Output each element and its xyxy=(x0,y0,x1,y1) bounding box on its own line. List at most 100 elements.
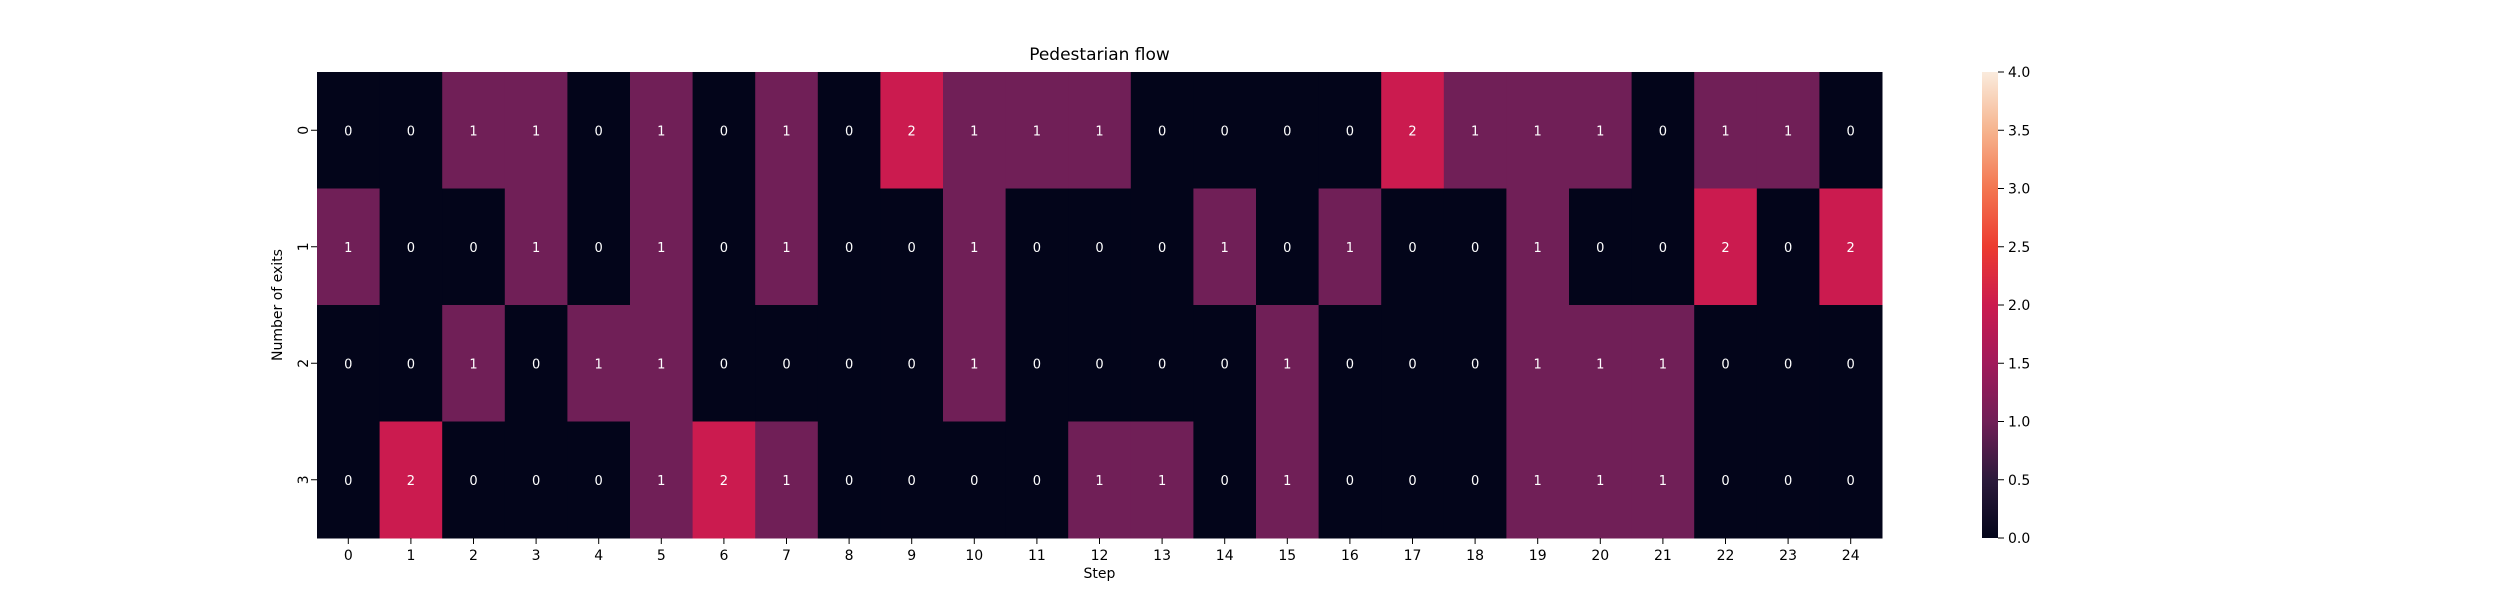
heatmap-cell xyxy=(504,72,568,189)
cell-value-label: 0 xyxy=(1033,241,1041,256)
heatmap-cell xyxy=(1694,188,1758,306)
cell-value-label: 1 xyxy=(1221,241,1229,256)
cell-value-label: 1 xyxy=(782,474,790,489)
cell-value-label: 0 xyxy=(720,241,728,256)
heatmap-cell xyxy=(1256,188,1320,306)
heatmap-cell xyxy=(504,305,568,422)
heatmap-cell xyxy=(1130,72,1194,189)
x-tick-label: 4 xyxy=(594,548,603,564)
heatmap-cell xyxy=(1631,188,1695,306)
heatmap-cell xyxy=(880,72,944,189)
heatmap-cell xyxy=(1569,72,1633,189)
colorbar-ticks: 0.0 0.5 1.0 1.5 2.0 2.5 3.0 3.5 4.0 xyxy=(1998,65,2030,547)
cell-value-label: 0 xyxy=(595,474,603,489)
heatmap-cell xyxy=(1256,72,1320,189)
cell-value-label: 1 xyxy=(782,124,790,139)
y-axis-label: Number of exits xyxy=(270,249,286,361)
heatmap-cell xyxy=(1756,421,1820,539)
heatmap-cell xyxy=(1819,188,1883,306)
cell-value-label: 0 xyxy=(720,357,728,372)
colorbar-tick-label: 4.0 xyxy=(2008,65,2030,81)
heatmap-cell xyxy=(567,188,631,306)
heatmap-cell xyxy=(880,305,944,422)
heatmap-cell xyxy=(943,188,1007,306)
heatmap-cell xyxy=(1256,421,1320,539)
cell-value-label: 2 xyxy=(908,124,916,139)
cell-value-label: 0 xyxy=(1408,474,1416,489)
heatmap-cell xyxy=(1193,72,1257,189)
cell-value-label: 0 xyxy=(344,124,352,139)
cell-value-label: 1 xyxy=(657,241,665,256)
cell-value-label: 0 xyxy=(1095,241,1103,256)
cell-value-label: 0 xyxy=(1847,124,1855,139)
x-tick-label: 24 xyxy=(1842,548,1860,564)
cell-value-label: 2 xyxy=(1721,241,1729,256)
cell-value-label: 0 xyxy=(1346,474,1354,489)
heatmap-cell xyxy=(379,72,443,189)
x-tick-label: 1 xyxy=(406,548,415,564)
heatmap-cell xyxy=(1819,305,1883,422)
cell-value-label: 1 xyxy=(1596,357,1604,372)
cell-value-label: 1 xyxy=(1784,124,1792,139)
x-tick-label: 17 xyxy=(1404,548,1422,564)
x-tick-label: 23 xyxy=(1779,548,1797,564)
heatmap-cell xyxy=(1005,305,1069,422)
heatmap-cell xyxy=(379,421,443,539)
heatmap-cell xyxy=(630,188,694,306)
cell-value-label: 1 xyxy=(1033,124,1041,139)
x-tick-label: 21 xyxy=(1654,548,1672,564)
heatmap-cell xyxy=(504,188,568,306)
chart-title: Pedestarian flow xyxy=(1029,45,1170,65)
heatmap-cell xyxy=(1631,421,1695,539)
x-tick-label: 10 xyxy=(965,548,983,564)
cell-value-label: 1 xyxy=(1534,241,1542,256)
cell-value-label: 0 xyxy=(1221,474,1229,489)
heatmap-cell xyxy=(817,72,881,189)
x-tick-label: 11 xyxy=(1028,548,1046,564)
cell-value-label: 1 xyxy=(1283,357,1291,372)
x-tick-label: 20 xyxy=(1591,548,1609,564)
x-axis-ticks: 0 1 2 3 4 5 6 7 8 9 10 11 12 13 14 15 16 17 18 19 20 21 22 23 24 xyxy=(344,538,1860,564)
cell-value-label: 2 xyxy=(407,474,415,489)
cell-value-label: 1 xyxy=(469,124,477,139)
cell-value-label: 1 xyxy=(1534,474,1542,489)
heatmap-cell xyxy=(317,421,381,539)
heatmap-cell xyxy=(1193,421,1257,539)
cell-value-label: 1 xyxy=(657,124,665,139)
colorbar-tick-label: 0.0 xyxy=(2008,531,2030,547)
cell-value-label: 0 xyxy=(469,474,477,489)
cell-value-label: 1 xyxy=(970,124,978,139)
cell-value-label: 0 xyxy=(1847,474,1855,489)
cell-value-label: 0 xyxy=(1408,357,1416,372)
heatmap-cell xyxy=(1005,72,1069,189)
heatmap-cell xyxy=(1506,72,1570,189)
heatmap-cell xyxy=(1443,72,1507,189)
cell-value-label: 0 xyxy=(1158,357,1166,372)
heatmap-cell xyxy=(1819,72,1883,189)
cell-value-label: 2 xyxy=(1847,241,1855,256)
x-axis-label: Step xyxy=(1084,566,1116,582)
x-tick-label: 3 xyxy=(532,548,541,564)
y-tick-label: 0 xyxy=(296,126,312,135)
heatmap-cell xyxy=(755,188,819,306)
x-tick-label: 14 xyxy=(1216,548,1234,564)
cell-value-label: 0 xyxy=(845,241,853,256)
heatmap-cell xyxy=(1318,421,1382,539)
cell-value-label: 0 xyxy=(1283,241,1291,256)
heatmap-cell xyxy=(1694,305,1758,422)
cell-value-label: 1 xyxy=(657,474,665,489)
heatmap-cell xyxy=(1318,188,1382,306)
cell-value-label: 1 xyxy=(1095,474,1103,489)
cell-value-label: 1 xyxy=(1659,474,1667,489)
heatmap-cell xyxy=(1005,421,1069,539)
cell-value-label: 1 xyxy=(1596,474,1604,489)
heatmap-cell xyxy=(1381,72,1445,189)
cell-value-label: 0 xyxy=(908,241,916,256)
cell-value-label: 0 xyxy=(1596,241,1604,256)
cell-value-label: 0 xyxy=(970,474,978,489)
colorbar-tick-label: 3.5 xyxy=(2008,123,2030,139)
x-tick-label: 16 xyxy=(1341,548,1359,564)
y-tick-label: 1 xyxy=(296,242,312,251)
x-tick-label: 2 xyxy=(469,548,478,564)
cell-value-label: 0 xyxy=(1471,357,1479,372)
